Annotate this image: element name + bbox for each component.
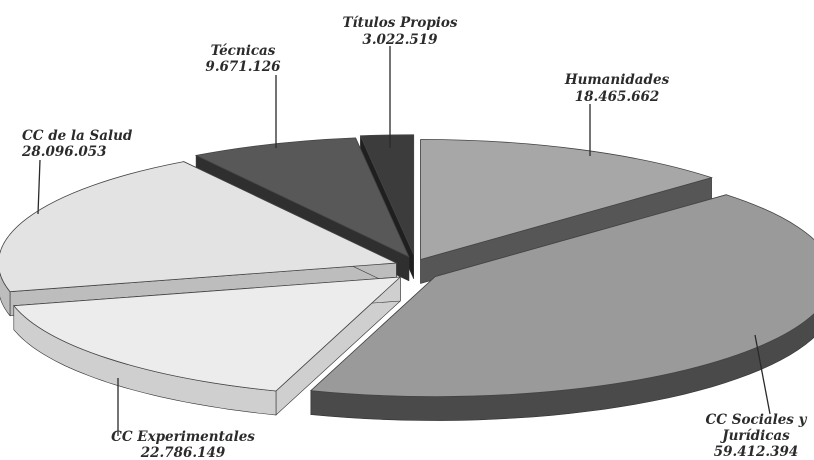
slice-label-name: CC de la Salud — [22, 128, 133, 144]
leader-line — [37, 159, 41, 215]
slice-label-salud: CC de la Salud 28.096.053 — [21, 128, 133, 160]
slice-label-titulos-propios: Títulos Propios 3.022.519 — [342, 15, 457, 48]
slice-label-name: Humanidades — [564, 72, 670, 88]
pie-slice — [420, 139, 713, 284]
slice-top — [0, 161, 398, 293]
leader-line — [754, 334, 771, 415]
slice-label-value: 59.412.394 — [714, 444, 799, 460]
slice-label-humanidades: Humanidades 18.465.662 — [564, 72, 670, 105]
slice-label-name: Títulos Propios — [342, 15, 457, 31]
slice-label-sociales: CC Sociales y Jurídicas 59.412.394 — [706, 412, 808, 460]
slice-label-value: 9.671.126 — [205, 59, 281, 75]
slice-label-name: CC Experimentales — [111, 429, 255, 445]
slice-label-name: Técnicas — [211, 43, 276, 59]
slice-top — [309, 194, 814, 398]
slice-top — [194, 137, 410, 258]
pie-slices — [0, 134, 814, 421]
slice-label-name: CC Sociales y — [706, 412, 808, 428]
slice-top — [13, 276, 402, 392]
pie-slice — [13, 276, 402, 416]
slice-top — [359, 134, 415, 255]
slice-label-value: 22.786.149 — [140, 445, 226, 460]
slice-top — [420, 139, 713, 261]
slice-label-value: 18.465.662 — [575, 89, 660, 105]
pie-slice — [309, 194, 814, 421]
slice-label-value: 3.022.519 — [362, 32, 438, 48]
leader-lines — [37, 46, 771, 436]
slice-label-tecnicas: Técnicas 9.671.126 — [205, 43, 281, 75]
slice-label-name-2: Jurídicas — [719, 428, 790, 444]
slice-label-value: 28.096.053 — [21, 144, 107, 160]
slice-label-experimentales: CC Experimentales 22.786.149 — [111, 429, 255, 460]
